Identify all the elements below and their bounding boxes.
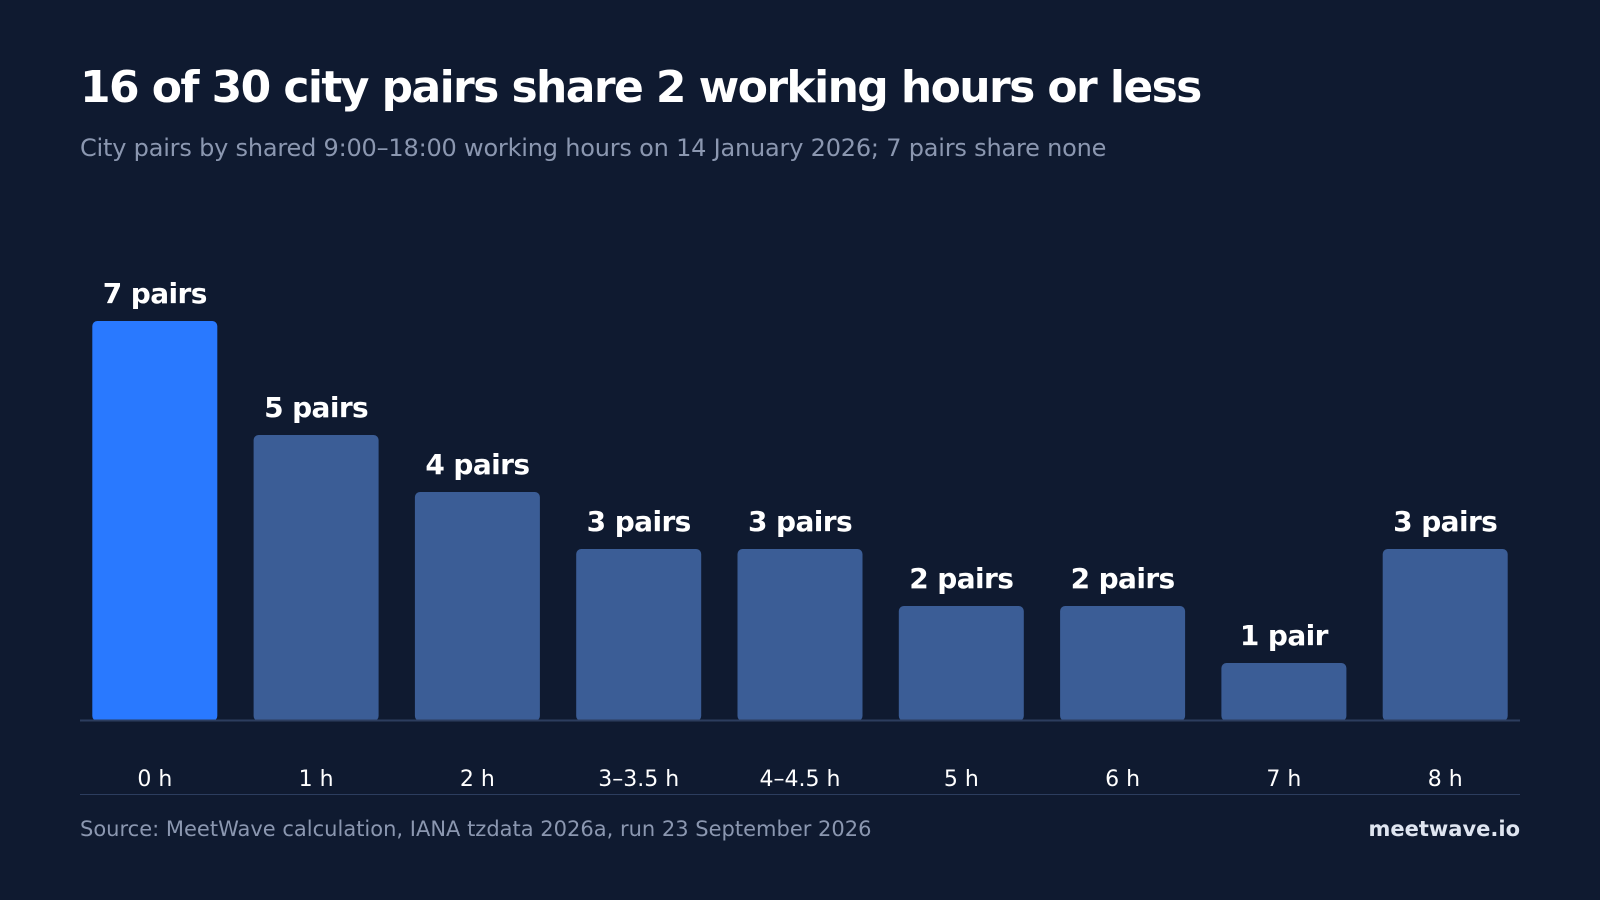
value-label-8: 3 pairs [1393, 505, 1497, 538]
value-label-4: 3 pairs [748, 505, 852, 538]
source-note: Source: MeetWave calculation, IANA tzdat… [80, 817, 872, 841]
bars-group [92, 321, 1508, 721]
category-label-5: 5 h [944, 767, 979, 792]
value-labels-group: 7 pairs 5 pairs 4 pairs 3 pairs 3 pairs 2 pai… [103, 277, 1498, 652]
value-label-5: 2 pairs [909, 562, 1013, 595]
value-label-2: 4 pairs [425, 448, 529, 481]
bar-7 [1221, 663, 1347, 721]
value-label-3: 3 pairs [587, 505, 691, 538]
category-label-1: 1 h [299, 767, 334, 792]
bar-2 [414, 492, 540, 721]
brand-link[interactable]: meetwave.io [1368, 817, 1520, 841]
category-label-6: 6 h [1105, 767, 1140, 792]
bar-6 [1060, 606, 1186, 721]
category-label-3: 3–3.5 h [598, 767, 679, 792]
category-label-0: 0 h [137, 767, 172, 792]
chart-title: 16 of 30 city pairs share 2 working hour… [80, 62, 1202, 113]
bar-5 [898, 606, 1024, 721]
bar-8 [1382, 549, 1508, 721]
bar-1 [253, 435, 379, 721]
value-label-6: 2 pairs [1071, 562, 1175, 595]
bar-4 [737, 549, 863, 721]
bar-0 [92, 321, 218, 721]
bar-3 [576, 549, 702, 721]
category-labels-group: 0 h 1 h 2 h 3–3.5 h 4–4.5 h 5 h 6 h 7 h 8 h [137, 767, 1462, 792]
value-label-1: 5 pairs [264, 391, 368, 424]
chart-subtitle: City pairs by shared 9:00–18:00 working … [80, 134, 1107, 162]
category-label-2: 2 h [460, 767, 495, 792]
value-label-0: 7 pairs [103, 277, 207, 310]
value-label-7: 1 pair [1240, 619, 1329, 652]
category-label-7: 7 h [1266, 767, 1301, 792]
category-label-4: 4–4.5 h [760, 767, 841, 792]
category-label-8: 8 h [1428, 767, 1463, 792]
